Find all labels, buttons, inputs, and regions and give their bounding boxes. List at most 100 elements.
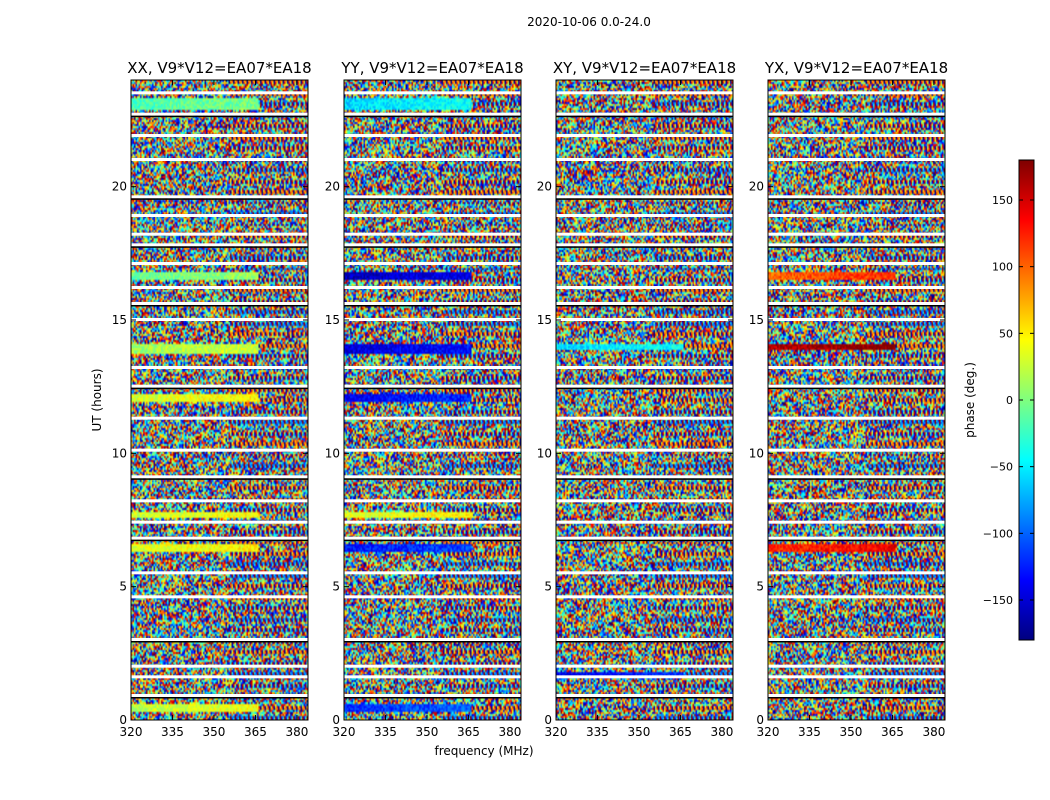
gap-line [344, 158, 521, 161]
gap-edge [556, 641, 733, 643]
gap-line [768, 664, 945, 668]
panel-title: XX, V9*V12=EA07*EA18 [127, 59, 311, 77]
panel-1: XX, V9*V12=EA07*EA18 0 5 10 15 20 320 335 350 365… [112, 59, 312, 739]
gap-line [556, 232, 733, 236]
gap-line [768, 416, 945, 420]
gap-line [131, 302, 308, 305]
gap-edge [768, 198, 945, 200]
gap-line [556, 243, 733, 247]
gap-edge [556, 387, 733, 390]
gap-line [556, 416, 733, 420]
gap-line [131, 475, 308, 479]
gap-line [344, 416, 521, 420]
gap-line [131, 195, 308, 199]
gap-edge [131, 115, 308, 118]
gap-line [556, 595, 733, 599]
gap-line [556, 286, 733, 289]
gap-line [556, 262, 733, 265]
gap-line [131, 286, 308, 289]
gap-line [344, 112, 521, 116]
panel-frame [555, 79, 734, 721]
x-tick-label: 380 [922, 725, 945, 739]
x-tick-label: 380 [498, 725, 521, 739]
gap-line [131, 664, 308, 668]
y-tick-label: 10 [749, 446, 764, 460]
x-tick-label: 335 [161, 725, 184, 739]
y-axis-label: UT (hours) [90, 368, 104, 431]
heatmap-image [556, 80, 733, 720]
colorbar-tick-label: 100 [992, 261, 1013, 274]
x-tick-label: 365 [457, 725, 480, 739]
gap-line [131, 694, 308, 697]
gap-line [344, 664, 521, 668]
gap-line [344, 448, 521, 452]
gap-edge [768, 641, 945, 643]
x-tick-label: 365 [669, 725, 692, 739]
gap-edge [768, 115, 945, 118]
gap-line [344, 499, 521, 503]
gap-edge [556, 198, 733, 200]
gap-line [131, 571, 308, 575]
gap-line [131, 91, 308, 95]
gap-line [131, 232, 308, 236]
gap-line [556, 112, 733, 116]
gap-line [131, 214, 308, 217]
y-tick-label: 0 [332, 713, 340, 727]
x-tick-label: 365 [881, 725, 904, 739]
gap-line [768, 195, 945, 199]
gap-line [131, 638, 308, 641]
y-tick-label: 10 [325, 446, 340, 460]
gap-line [344, 595, 521, 599]
gap-line [556, 384, 733, 388]
gap-line [768, 571, 945, 575]
gap-line [556, 499, 733, 503]
gap-line [131, 243, 308, 247]
gap-line [131, 366, 308, 369]
gap-edge [768, 246, 945, 248]
gap-line [131, 134, 308, 137]
panel-title: YX, V9*V12=EA07*EA18 [764, 59, 948, 77]
gap-line [768, 475, 945, 479]
gap-edge [556, 115, 733, 118]
x-tick-label: 320 [757, 725, 780, 739]
gap-line [768, 675, 945, 679]
y-tick-label: 5 [119, 580, 127, 594]
gap-edge [344, 697, 521, 699]
gap-line [344, 694, 521, 697]
gap-line [768, 366, 945, 369]
gap-line [556, 571, 733, 575]
gap-edge [768, 478, 945, 480]
gap-line [344, 214, 521, 217]
gap-line [131, 416, 308, 420]
gap-line [556, 664, 733, 668]
gap-line [556, 366, 733, 369]
y-tick-label: 5 [544, 580, 552, 594]
y-tick-label: 10 [537, 446, 552, 460]
panel-frame [130, 79, 309, 721]
gap-line [131, 262, 308, 265]
panel-4: YX, V9*V12=EA07*EA18 0 5 10 15 20 320 335 350 365… [749, 59, 948, 739]
x-tick-label: 380 [710, 725, 733, 739]
panel-frame [343, 79, 522, 721]
gap-line [344, 91, 521, 95]
gap-line [556, 158, 733, 161]
gap-line [131, 520, 308, 524]
y-tick-label: 5 [332, 580, 340, 594]
gap-edge [131, 478, 308, 480]
x-tick-label: 350 [203, 725, 226, 739]
gap-line [344, 571, 521, 575]
x-tick-label: 365 [244, 725, 267, 739]
gap-line [344, 318, 521, 321]
x-tick-label: 335 [798, 725, 821, 739]
gap-edge [131, 697, 308, 699]
gap-line [344, 520, 521, 524]
gap-edge [344, 198, 521, 200]
gap-line [344, 302, 521, 305]
gap-line [768, 595, 945, 599]
gap-line [344, 475, 521, 479]
gap-line [768, 318, 945, 321]
colorbar-tick-label: 0 [1006, 394, 1013, 407]
gap-line [768, 638, 945, 641]
gap-line [344, 384, 521, 388]
suptitle: 2020-10-06 0.0-24.0 [527, 15, 651, 29]
